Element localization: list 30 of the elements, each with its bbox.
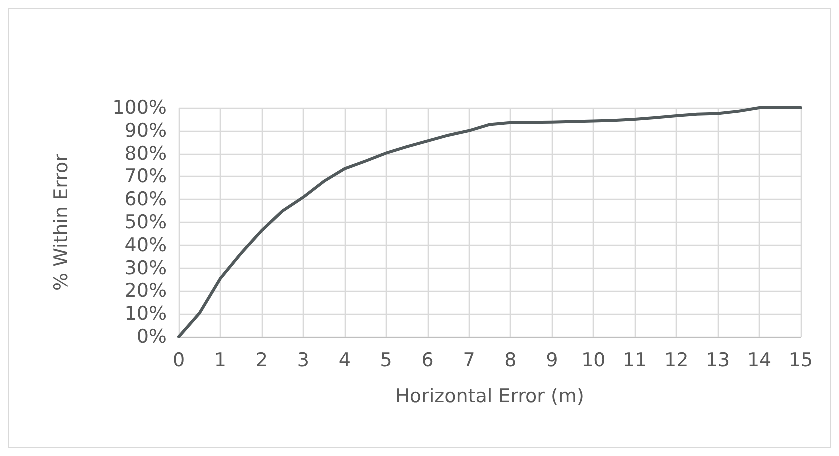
y-tick-label: 30% (124, 257, 167, 280)
x-tick-label: 5 (380, 350, 392, 372)
y-tick-label: 20% (124, 280, 167, 302)
x-tick-label: 10 (582, 350, 606, 372)
x-tick-label: 3 (297, 350, 310, 372)
x-axis-title: Horizontal Error (m) (396, 386, 584, 408)
x-tick-label: 13 (706, 350, 730, 372)
y-tick-label: 80% (124, 142, 167, 165)
y-tick-label: 100% (112, 97, 167, 119)
y-tick-label: 40% (124, 234, 167, 256)
x-tick-label: 0 (172, 350, 186, 372)
x-tick-label: 4 (338, 350, 351, 372)
y-tick-label: 50% (124, 212, 167, 234)
y-tick-label: 90% (124, 120, 167, 142)
x-tick-label: 12 (664, 350, 689, 372)
x-tick-label: 1 (214, 350, 227, 372)
y-tick-label: 0% (136, 326, 167, 348)
x-tick-label: 9 (546, 350, 558, 372)
line-series (178, 106, 802, 338)
x-tick-label: 8 (504, 350, 517, 372)
x-tick-label: 14 (747, 350, 772, 372)
x-tick-label: 11 (623, 350, 648, 372)
x-tick-label: 7 (463, 350, 476, 372)
y-tick-label: 10% (124, 303, 167, 326)
y-axis-title: % Within Error (50, 154, 72, 291)
y-tick-label: 60% (124, 188, 167, 211)
x-tick-label: 15 (788, 350, 814, 372)
x-tick-label: 6 (422, 350, 434, 372)
x-tick-label: 2 (256, 350, 268, 372)
y-tick-label: 70% (124, 166, 167, 188)
